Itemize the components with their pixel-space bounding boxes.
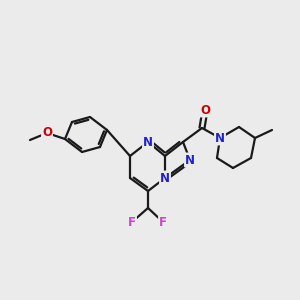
Text: N: N [185, 154, 195, 166]
Text: F: F [128, 215, 136, 229]
Text: O: O [42, 127, 52, 140]
Text: N: N [143, 136, 153, 148]
Text: N: N [215, 131, 225, 145]
Text: N: N [160, 172, 170, 184]
Text: F: F [159, 215, 167, 229]
Text: O: O [200, 103, 210, 116]
